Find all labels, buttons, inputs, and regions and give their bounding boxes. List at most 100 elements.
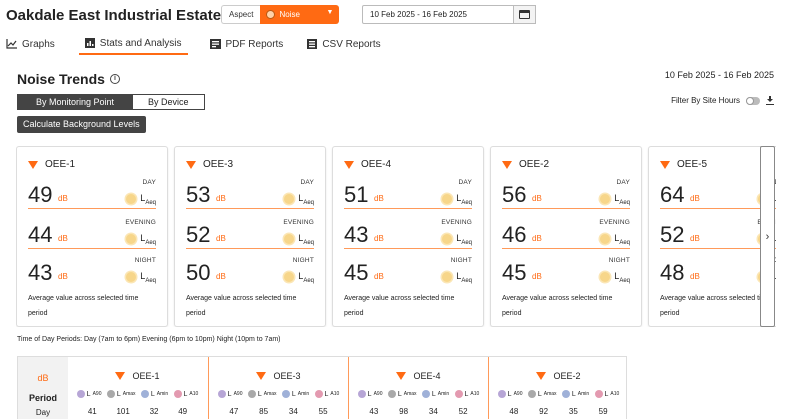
metric-lamin: L Amin (421, 390, 449, 398)
evening-period: EVENING 52 dB LAeq (186, 219, 314, 261)
table-cell: 48 (509, 407, 519, 416)
day-value: 53 (186, 182, 211, 207)
unit-label: dB (690, 234, 700, 243)
tab-graphs[interactable]: Graphs (0, 33, 61, 55)
date-range-input[interactable]: 10 Feb 2025 - 16 Feb 2025 (362, 5, 514, 24)
site-hours-filter: Filter By Site Hours (671, 96, 774, 105)
card-header: OEE-2 (502, 159, 549, 170)
average-note: Average value across selected time perio… (344, 295, 455, 317)
card-name: OEE-1 (45, 159, 76, 170)
carousel-next-button[interactable]: › (760, 146, 775, 327)
night-period: NIGHT 50 dB LAeq (186, 257, 314, 299)
tab-csv-reports[interactable]: CSV Reports (301, 33, 386, 55)
metric-main: L (456, 233, 462, 243)
by-monitoring-point-button[interactable]: By Monitoring Point (17, 94, 134, 110)
metric-sub: Amin (297, 391, 310, 397)
site-selector[interactable]: Oakdale East Industrial Estate ▼ (6, 7, 236, 24)
metric-headers: L A90 L Amax L Amin L A10 (209, 390, 348, 398)
sun-icon (284, 234, 295, 245)
divider (502, 248, 630, 249)
metric-headers: L A90 L Amax L Amin L A10 (68, 390, 207, 398)
period-label: NIGHT (608, 257, 630, 264)
evening-period: EVENING 46 dB LAeq (502, 219, 630, 261)
triangle-marker-icon (660, 160, 670, 169)
metric-main: L (614, 193, 620, 203)
average-note: Average value across selected time perio… (660, 295, 771, 317)
card-header: OEE-4 (344, 159, 391, 170)
table-cell: 49 (178, 407, 188, 416)
period-label: DAY (775, 179, 776, 186)
metric-sub: Aeq (461, 277, 472, 284)
column-name: OEE-1 (132, 371, 160, 381)
sun-icon (442, 194, 453, 205)
metric-sub: A90 (233, 391, 243, 397)
tab-pdf-reports[interactable]: PDF Reports (204, 33, 290, 55)
card-header: OEE-1 (28, 159, 75, 170)
sun-icon (126, 194, 137, 205)
lamin-dot-icon (281, 390, 290, 398)
metric-sub: Aeq (619, 199, 630, 206)
divider (344, 208, 472, 209)
night-period: NIGHT 43 dB LAeq (28, 257, 156, 299)
divider (660, 248, 776, 249)
evening-period: EVENING 43 dB LAeq (344, 219, 472, 261)
table-cell: 34 (428, 407, 438, 416)
tab-stats-analysis[interactable]: Stats and Analysis (78, 33, 188, 55)
calculate-background-button[interactable]: Calculate Background Levels (17, 116, 146, 133)
divider (660, 208, 776, 209)
table-row: 48 92 35 59 (489, 407, 628, 416)
table-unit: dB (37, 373, 49, 383)
triangle-marker-icon (536, 372, 547, 380)
metric-sub: A90 (513, 391, 523, 397)
metric-sub: A90 (373, 391, 383, 397)
aspect-value: Noise (279, 10, 300, 19)
unit-label: dB (532, 272, 542, 281)
table-column: OEE-4 L A90 L Amax L Amin L A10 43 98 34 52 (348, 357, 487, 419)
evening-value: 44 (28, 222, 53, 247)
metric-main: L (86, 390, 91, 398)
by-device-button[interactable]: By Device (133, 94, 205, 110)
aspect-select[interactable]: Noise ▼ (260, 5, 340, 24)
metric-main: L (397, 390, 402, 398)
monitoring-card: OEE-5 DAY 64 dB LAeq EVENING 52 dB LAeq … (648, 146, 776, 327)
metric-main: L (464, 390, 469, 398)
metric-sub: Aeq (619, 239, 630, 246)
laeq-metric: LAeq (284, 271, 314, 284)
column-header: OEE-4 (349, 371, 488, 381)
calendar-button[interactable] (514, 5, 536, 24)
sun-icon (284, 194, 295, 205)
metric-la10: L A10 (173, 390, 199, 398)
unit-label: dB (58, 194, 68, 203)
column-header: OEE-1 (68, 371, 207, 381)
lamin-dot-icon (561, 390, 570, 398)
table-column: OEE-3 L A90 L Amax L Amin L A10 47 85 34 55 (208, 357, 347, 419)
period-header: Period (28, 393, 57, 403)
la90-dot-icon (497, 390, 506, 398)
metric-main: L (614, 233, 620, 243)
site-hours-toggle[interactable] (746, 96, 760, 105)
time-of-day-note: Time of Day Periods: Day (7am to 6pm) Ev… (17, 336, 281, 343)
sun-icon (600, 234, 611, 245)
table-column: OEE-2 L A90 L Amax L Amin L A10 48 92 35 59 (488, 357, 627, 419)
lamax-dot-icon (387, 390, 396, 398)
lamax-dot-icon (106, 390, 115, 398)
info-icon[interactable]: i (109, 74, 120, 84)
period-label: EVENING (599, 219, 630, 226)
table-cell: 59 (598, 407, 608, 416)
column-name: OEE-2 (553, 371, 581, 381)
triangle-marker-icon (256, 372, 267, 380)
noise-icon (266, 10, 276, 19)
table-cell: 35 (568, 407, 578, 416)
metric-sub: Amax (543, 391, 557, 397)
unit-label: dB (690, 272, 700, 281)
metric-sub: A10 (189, 391, 199, 397)
monitoring-card: OEE-4 DAY 51 dB LAeq EVENING 43 dB LAeq … (332, 146, 484, 327)
metric-lamax: L Amax (387, 390, 417, 398)
download-icon[interactable] (766, 96, 774, 105)
day-value: 64 (660, 182, 685, 207)
metric-sub: Aeq (145, 277, 156, 284)
stats-table: dB Period Day OEE-1 L A90 L Amax L Amin L A1… (17, 356, 627, 419)
day-period: DAY 53 dB LAeq (186, 179, 314, 221)
metric-main: L (140, 193, 146, 203)
period-label: EVENING (125, 219, 156, 226)
